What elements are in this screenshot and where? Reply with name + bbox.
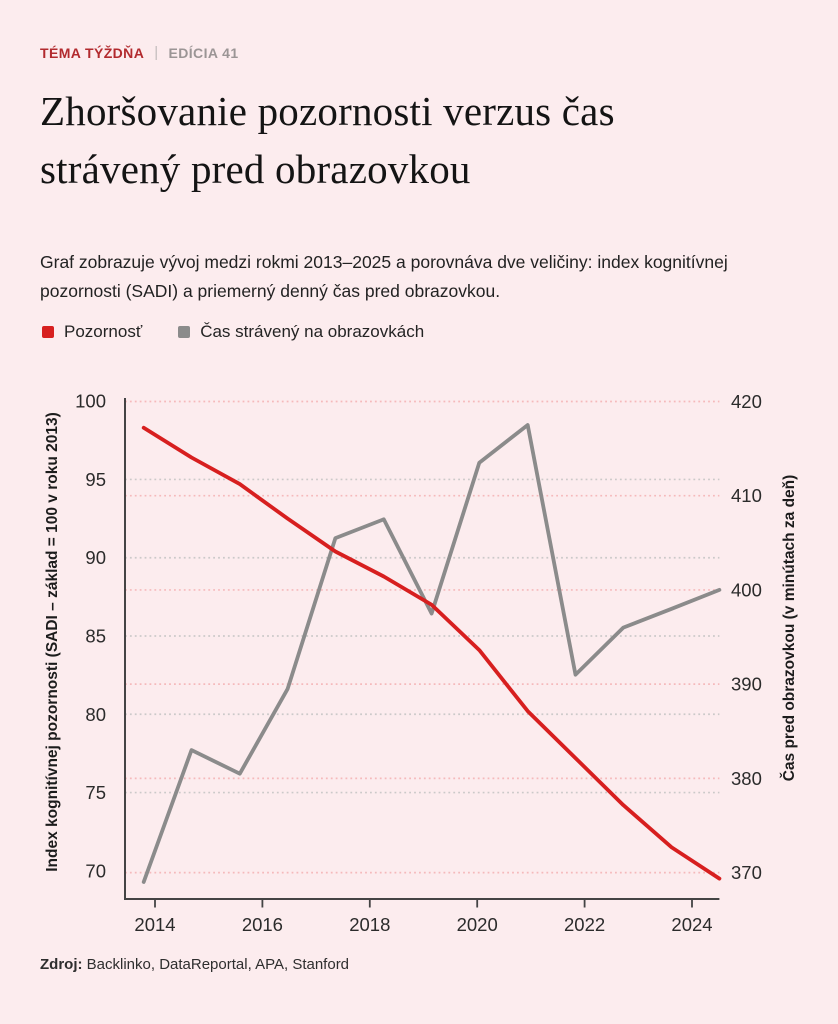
dual-axis-line-chart: 2014 2016 2018 2020 2022 2024 100 95 90 85 80 75 70 4… (44, 391, 798, 935)
legend-swatch-screen-time (178, 326, 191, 338)
legend-swatch-attention (42, 326, 54, 338)
x-tick-label: 2016 (242, 914, 283, 935)
y-axis-right-ticks: 420 410 400 390 380 370 (731, 391, 762, 883)
x-tick-label: 2020 (457, 914, 498, 935)
y-tick-label-right: 390 (731, 674, 762, 695)
y-tick-label-right: 380 (731, 768, 762, 789)
x-tick-label: 2018 (349, 914, 390, 935)
eyebrow-divider: | (154, 44, 159, 61)
source-line: Zdroj: Backlinko, DataReportal, APA, Sta… (40, 956, 349, 973)
y-tick-label-right: 400 (731, 579, 762, 600)
x-axis-ticks: 2014 2016 2018 2020 2022 2024 (134, 899, 713, 935)
y-tick-label-left: 80 (85, 704, 106, 725)
y-tick-label-right: 410 (731, 485, 762, 506)
y-tick-label-left: 90 (85, 547, 106, 568)
y-tick-label-right: 370 (731, 862, 762, 883)
axis-spine (124, 398, 720, 900)
y-tick-label-right: 420 (731, 391, 762, 412)
source-prefix: Zdroj: (40, 956, 83, 973)
y-tick-label-left: 75 (85, 782, 106, 803)
chart-legend: Pozornosť Čas strávený na obrazovkách (42, 322, 424, 342)
attention-line (141, 425, 722, 881)
y-tick-label-left: 70 (85, 860, 106, 881)
eyebrow-edition: EDÍCIA 41 (168, 44, 239, 61)
source-text: Backlinko, DataReportal, APA, Stanford (82, 956, 350, 973)
gridlines (125, 400, 720, 874)
page-title: Zhoršovanie pozornosti verzus čas stráve… (40, 88, 615, 192)
legend-label-screen-time: Čas strávený na obrazovkách (200, 322, 425, 341)
left-axis-title: Index kognitívnej pozornosti (SADI – zák… (44, 412, 61, 872)
y-tick-label-left: 100 (75, 391, 106, 412)
eyebrow: TÉMA TÝŽDŇA | EDÍCIA 41 (40, 44, 239, 61)
y-tick-label-left: 85 (85, 625, 106, 646)
legend-item-screen-time: Čas strávený na obrazovkách (178, 322, 424, 342)
y-tick-label-left: 95 (85, 469, 106, 490)
y-axis-left-ticks: 100 95 90 85 80 75 70 (75, 391, 106, 882)
x-tick-label: 2022 (564, 914, 605, 935)
x-tick-label: 2014 (134, 914, 175, 935)
x-tick-label: 2024 (671, 914, 712, 935)
eyebrow-category: TÉMA TÝŽDŇA (40, 44, 145, 61)
right-axis-title: Čas pred obrazovkou (v minútach za deň) (780, 475, 798, 782)
chart-description: Graf zobrazuje vývoj medzi rokmi 2013–20… (40, 251, 728, 301)
screen-time-line (141, 423, 722, 884)
legend-item-attention: Pozornosť (42, 322, 142, 342)
legend-label-attention: Pozornosť (64, 322, 143, 341)
